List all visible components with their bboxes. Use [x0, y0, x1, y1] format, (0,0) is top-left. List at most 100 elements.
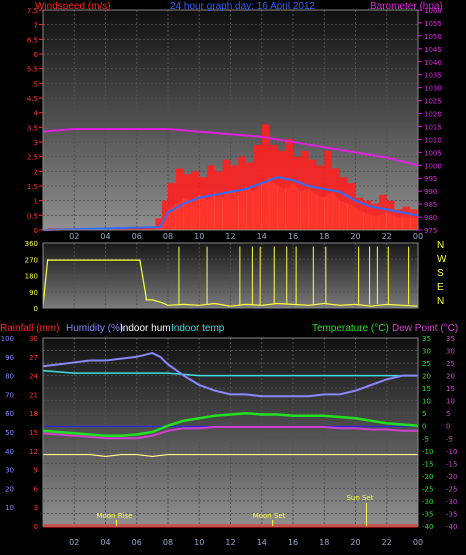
temp-tick-label: 10	[422, 398, 431, 406]
x-tick-label: 00	[413, 232, 423, 241]
wind-x-ticks: 02 04 06 08 10 12 14 16 18 20 22 00	[69, 232, 423, 241]
humidity-tick-label: 100	[1, 335, 14, 343]
temp-tick-label: -25	[422, 485, 433, 493]
x-tick-label: 20	[350, 232, 360, 241]
barometer-right-ticks: 975 980 985 990 995 1000 1005 1010 1015 1020 1025 1…	[418, 7, 442, 235]
humidity-tick-label: 20	[5, 485, 14, 493]
windspeed-bar	[386, 200, 395, 230]
windspeed-bar	[332, 168, 340, 230]
indoor-temp-line	[42, 369, 418, 377]
windspeed-bar	[339, 177, 348, 230]
direction-tick-label: 270	[25, 256, 38, 264]
direction-left-ticks: 0 90 180 270 360	[25, 240, 38, 313]
x-tick-label: 14	[257, 538, 267, 547]
direction-series-group	[42, 246, 419, 307]
dewpoint-line	[42, 425, 418, 440]
x-tick-label: 14	[257, 232, 267, 241]
rain-tick-label: 9	[34, 467, 38, 475]
windspeed-bar	[363, 200, 372, 230]
dewpoint-tick-label: -15	[446, 460, 457, 468]
baro-tick-label: 1025	[424, 98, 442, 106]
windspeed-bar	[394, 209, 403, 230]
rain-tick-label: 15	[29, 429, 38, 437]
temp-tick-label: 0	[422, 423, 426, 431]
temp-tick-label: -30	[422, 498, 433, 506]
dewpoint-tick-label: 20	[446, 373, 455, 381]
astro-label: Moon Set	[253, 512, 286, 520]
wind-series-group	[42, 124, 419, 231]
humidity-tick-label: 10	[5, 504, 14, 512]
compass-letter: E	[437, 282, 444, 293]
dewpoint-tick-label: 35	[446, 335, 455, 343]
barometer-axis-label: Barometer (hpa)	[370, 1, 443, 12]
baro-tick-label: 1020	[424, 111, 442, 119]
dewpoint-tick-label: -35	[446, 510, 457, 518]
wind-tick-label: 0	[34, 227, 38, 235]
windspeed-bar	[410, 209, 418, 230]
x-tick-label: 02	[69, 232, 79, 241]
direction-tick-label: 90	[29, 289, 38, 297]
wind-left-ticks: 0 0.5 1 1.5 2 2.5 3 3.5 4 4.5 5 5.5 6 6.5 7 7.5	[27, 7, 43, 235]
average-speed-line	[42, 176, 419, 231]
indoor-hum-axis-label: Indoor hum	[120, 323, 171, 334]
baro-tick-label: 1030	[424, 85, 442, 93]
x-tick-label: 10	[194, 538, 204, 547]
astro-label: Moon Rise	[96, 512, 132, 520]
rain-tick-label: 24	[29, 373, 38, 381]
wind-tick-label: 3	[34, 139, 38, 147]
rain-tick-label: 27	[29, 354, 38, 362]
windspeed-bar	[402, 206, 411, 230]
wind-direction-line	[42, 259, 419, 307]
x-tick-label: 08	[163, 538, 173, 547]
baro-tick-label: 985	[424, 201, 437, 209]
humidity-tick-label: 30	[5, 467, 14, 475]
wind-tick-label: 4.5	[27, 95, 38, 103]
windspeed-bar	[161, 200, 168, 230]
compass-letter: N	[437, 240, 444, 251]
baro-tick-label: 1045	[424, 46, 442, 54]
baro-tick-label: 1050	[424, 33, 442, 41]
x-tick-label: 18	[319, 232, 329, 241]
windspeed-bar	[199, 177, 208, 230]
direction-tick-label: 180	[25, 273, 38, 281]
windspeed-bar	[378, 194, 387, 230]
temp-tick-label: -40	[422, 523, 433, 531]
baro-tick-label: 1055	[424, 20, 442, 28]
temp-tick-label: 5	[422, 410, 426, 418]
windspeed-bar	[222, 159, 231, 230]
temp-tick-label: 20	[422, 373, 431, 381]
x-tick-label: 22	[382, 232, 392, 241]
temp-tick-label: -15	[422, 460, 433, 468]
x-tick-label: 06	[132, 538, 142, 547]
wind-tick-label: 4	[34, 110, 39, 118]
x-tick-label: 20	[350, 538, 360, 547]
baro-tick-label: 1005	[424, 149, 442, 157]
x-tick-label: 10	[194, 232, 204, 241]
windspeed-bar	[285, 139, 293, 230]
x-tick-label: 00	[413, 538, 423, 547]
astro-label: Sun Set	[346, 494, 373, 502]
compass-letter: N	[437, 296, 444, 307]
humidity-tick-label: 70	[5, 391, 14, 399]
wind-tick-label: 6.5	[27, 36, 38, 44]
rain-tick-label: 18	[29, 410, 38, 418]
windspeed-bar	[269, 144, 278, 230]
x-tick-label: 12	[225, 232, 235, 241]
rain-tick-label: 12	[29, 448, 38, 456]
dewpoint-tick-label: 10	[446, 398, 455, 406]
astro-annotations: Moon Rise Moon Set Sun Set	[96, 494, 374, 526]
temp-tick-label: -35	[422, 510, 433, 518]
dewpoint-tick-label: -25	[446, 485, 457, 493]
windspeed-bar	[355, 197, 364, 230]
windspeed-bar	[155, 218, 162, 230]
dewpoint-tick-label: 30	[446, 348, 455, 356]
dewpoint-axis-label: Dew Point (°C)	[392, 323, 458, 334]
wind-panel-frame	[42, 9, 419, 231]
x-tick-label: 22	[382, 538, 392, 547]
wind-tick-label: 1	[34, 198, 38, 206]
dewpoint-tick-label: -30	[446, 498, 457, 506]
windspeed-bar	[300, 150, 309, 230]
dewpoint-tick-label: -20	[446, 473, 457, 481]
rain-tick-label: 6	[34, 485, 39, 493]
